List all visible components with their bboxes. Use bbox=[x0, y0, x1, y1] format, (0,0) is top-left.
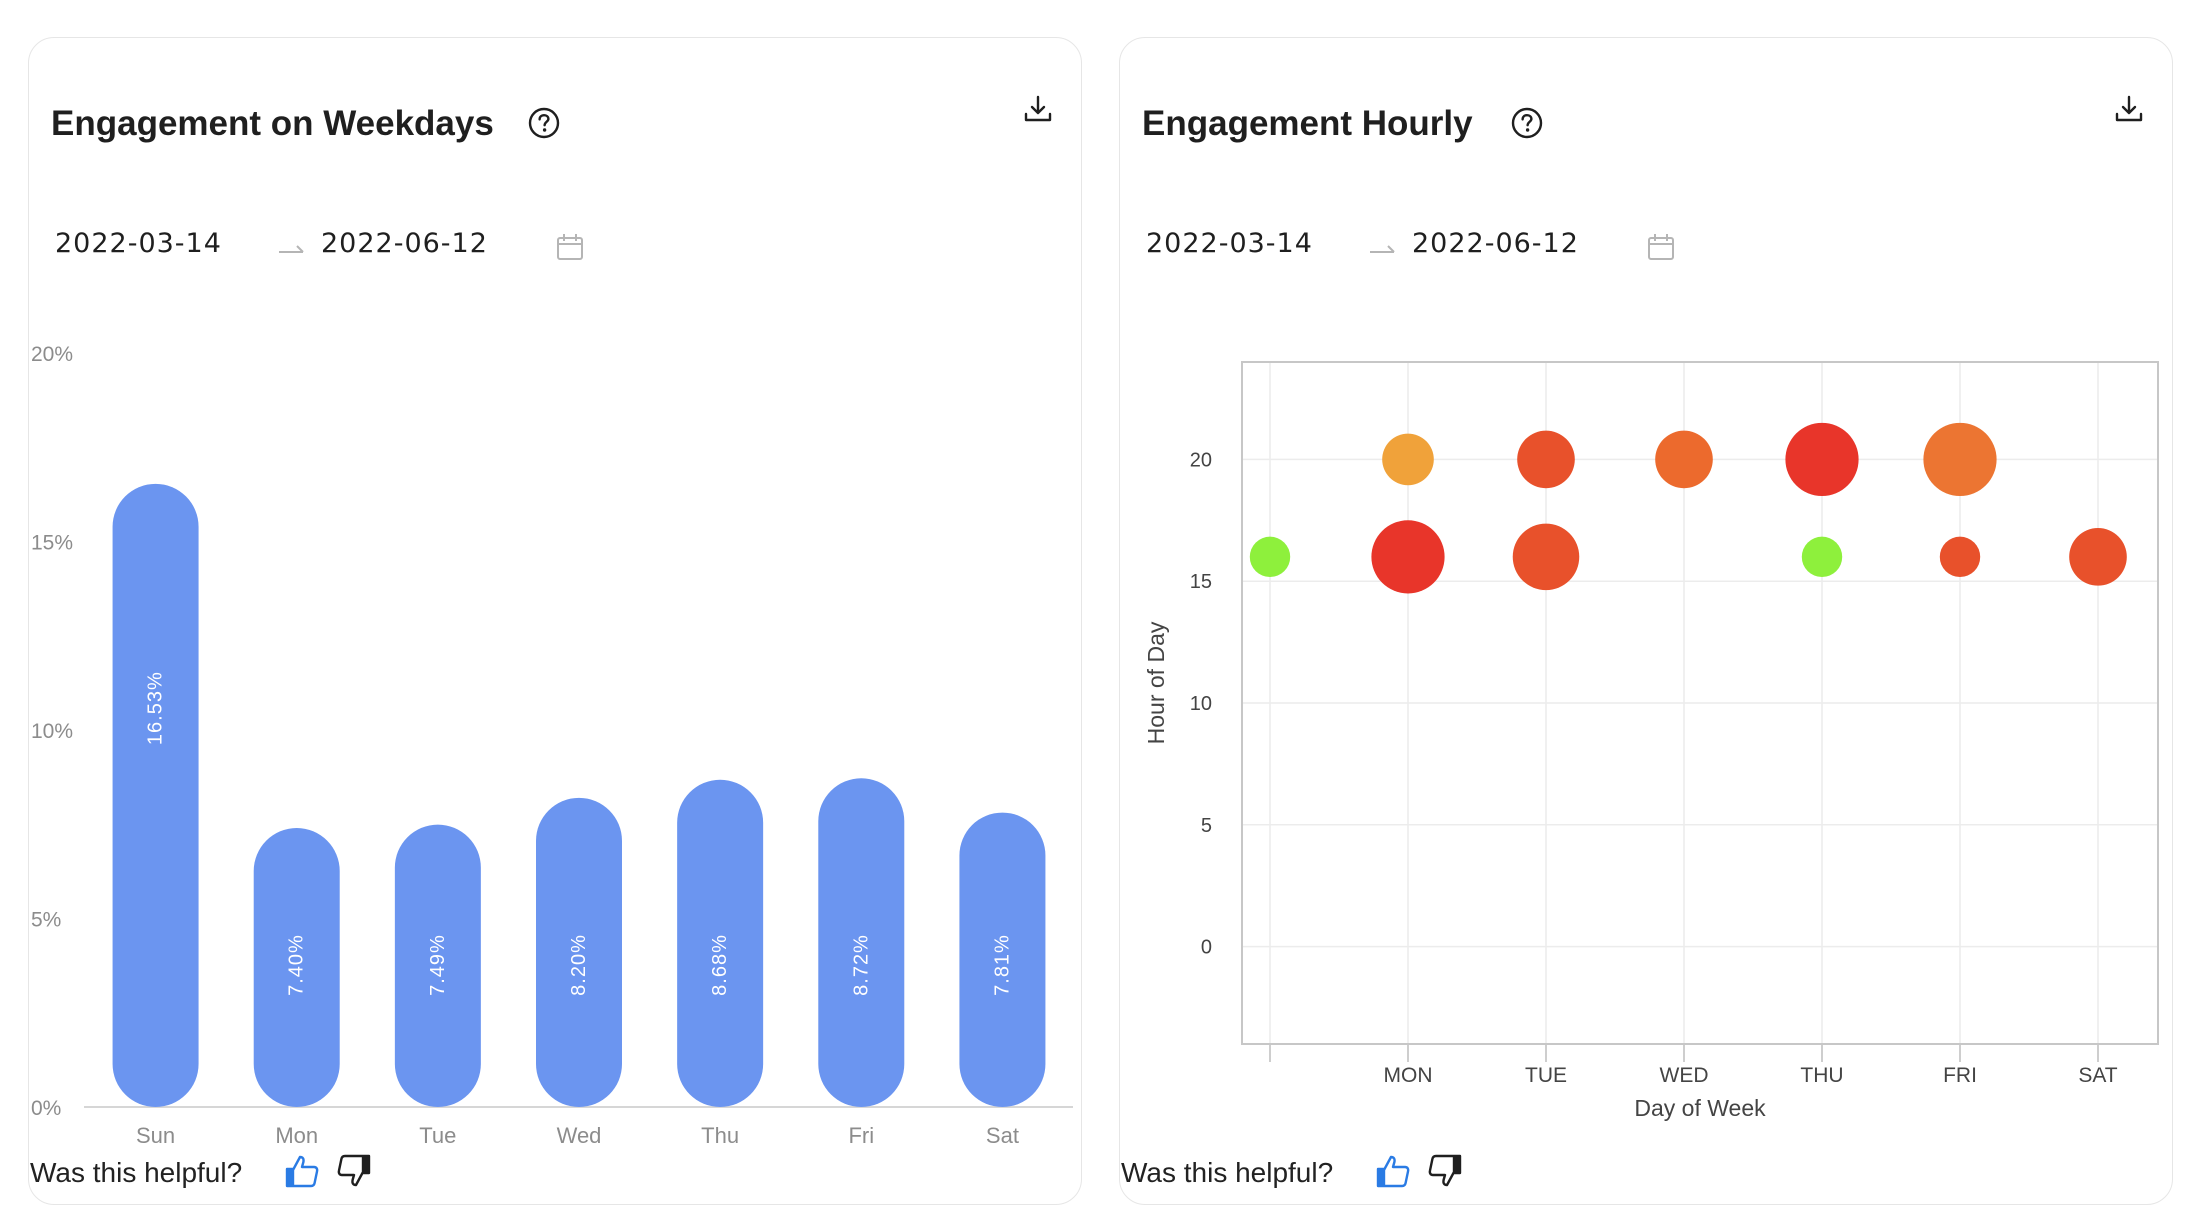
feedback-row: Was this helpful? bbox=[30, 1153, 430, 1197]
hourly-engagement-card: Engagement Hourly 2022-03-14 2022-06-12 … bbox=[1119, 37, 2173, 1205]
y-tick-label: 10 bbox=[1190, 693, 1212, 715]
x-tick-label: THU bbox=[1800, 1064, 1843, 1087]
y-tick-label: 10% bbox=[31, 720, 73, 743]
card-title: Engagement Hourly bbox=[1142, 104, 1473, 143]
x-tick-label: Wed bbox=[557, 1123, 602, 1148]
y-tick-label: 15% bbox=[31, 532, 73, 555]
y-tick-label: 15 bbox=[1190, 571, 1212, 593]
y-tick-label: 5 bbox=[1201, 815, 1212, 837]
bubble-fri-20 bbox=[1923, 422, 1997, 497]
bubble-fri-16 bbox=[1939, 536, 1981, 578]
bar-value-label: 8.68% bbox=[709, 934, 731, 996]
x-tick-label: Sat bbox=[986, 1123, 1019, 1148]
bubble-tue-20 bbox=[1517, 430, 1575, 489]
x-tick-label: Tue bbox=[419, 1123, 456, 1148]
x-tick-label: WED bbox=[1660, 1064, 1709, 1087]
bar-value-label: 7.81% bbox=[991, 934, 1013, 996]
x-tick-label: TUE bbox=[1525, 1064, 1567, 1087]
y-tick-label: 5% bbox=[31, 909, 61, 932]
help-circle-icon[interactable] bbox=[527, 106, 561, 140]
bar-value-label: 16.53% bbox=[145, 671, 167, 745]
date-range-picker[interactable]: 2022-03-14 2022-06-12 bbox=[55, 228, 583, 278]
bar-thu bbox=[677, 779, 764, 1107]
feedback-row: Was this helpful? bbox=[1121, 1153, 1521, 1197]
x-tick-label: SAT bbox=[2078, 1064, 2117, 1087]
bar-mon bbox=[253, 828, 340, 1107]
y-tick-label: 20 bbox=[1190, 449, 1212, 471]
bubble-mon-16 bbox=[1371, 520, 1445, 594]
bubble-sun-16 bbox=[1249, 536, 1291, 578]
arrow-right-icon bbox=[279, 245, 304, 253]
bubble-thu-16 bbox=[1801, 536, 1843, 578]
date-start-input[interactable]: 2022-03-14 bbox=[55, 228, 222, 259]
bar-value-label: 8.20% bbox=[568, 934, 590, 996]
y-tick-label: 20% bbox=[31, 343, 73, 366]
weekday-bar-chart: 0% 5% 10% 15% 20% 16.53% Sun 7.40% Mon 7.49% Tue 8.… bbox=[31, 343, 1073, 1148]
bar-value-label: 8.72% bbox=[850, 934, 872, 996]
weekday-engagement-card: Engagement on Weekdays 2022-03-14 2022-0… bbox=[28, 37, 1082, 1205]
y-axis-title: Hour of Day bbox=[1143, 621, 1169, 744]
bar-wed bbox=[536, 797, 622, 1107]
y-tick-label: 0 bbox=[1201, 937, 1212, 959]
bubble-sat-16 bbox=[2069, 528, 2127, 586]
hourly-bubble-chart: 0 5 10 15 20 MON TUE WED THU FRI SAT Day of Week Hou… bbox=[1143, 361, 2159, 1121]
x-tick-label: FRI bbox=[1943, 1064, 1977, 1087]
date-start-input[interactable]: 2022-03-14 bbox=[1146, 228, 1313, 259]
bar-sat bbox=[959, 812, 1046, 1107]
card-title: Engagement on Weekdays bbox=[51, 104, 494, 143]
y-tick-label: 0% bbox=[31, 1097, 61, 1120]
x-tick-label: Thu bbox=[701, 1123, 739, 1148]
arrow-right-icon bbox=[1370, 245, 1395, 253]
thumbs-down-icon[interactable] bbox=[1427, 1153, 1463, 1189]
bubble-mon-20 bbox=[1382, 433, 1434, 486]
bar-value-label: 7.40% bbox=[286, 934, 308, 996]
date-end-input[interactable]: 2022-06-12 bbox=[321, 228, 488, 259]
x-axis-title: Day of Week bbox=[1634, 1095, 1766, 1121]
thumbs-up-icon[interactable] bbox=[284, 1153, 320, 1189]
bar-fri bbox=[818, 778, 905, 1107]
thumbs-up-icon[interactable] bbox=[1375, 1153, 1411, 1189]
date-range-picker[interactable]: 2022-03-14 2022-06-12 bbox=[1146, 228, 1674, 278]
feedback-label: Was this helpful? bbox=[1121, 1157, 1334, 1188]
help-circle-icon[interactable] bbox=[1510, 106, 1544, 140]
feedback-label: Was this helpful? bbox=[30, 1157, 243, 1188]
bubble-wed-20 bbox=[1655, 430, 1713, 489]
bar-value-label: 7.49% bbox=[427, 934, 449, 996]
bubble-thu-20 bbox=[1785, 422, 1859, 497]
x-tick-label: Sun bbox=[136, 1123, 175, 1148]
calendar-icon[interactable] bbox=[555, 232, 585, 262]
x-tick-label: Mon bbox=[275, 1123, 318, 1148]
download-icon[interactable] bbox=[2112, 92, 2146, 126]
download-icon[interactable] bbox=[1021, 92, 1055, 126]
bubble-tue-16 bbox=[1512, 523, 1580, 591]
calendar-icon[interactable] bbox=[1646, 232, 1676, 262]
thumbs-down-icon[interactable] bbox=[336, 1153, 372, 1189]
x-tick-label: MON bbox=[1384, 1064, 1433, 1087]
x-tick-label: Fri bbox=[848, 1123, 874, 1148]
bar-sun bbox=[112, 483, 199, 1108]
plot-frame bbox=[1241, 361, 2159, 1045]
date-end-input[interactable]: 2022-06-12 bbox=[1412, 228, 1579, 259]
bar-tue bbox=[394, 824, 481, 1107]
